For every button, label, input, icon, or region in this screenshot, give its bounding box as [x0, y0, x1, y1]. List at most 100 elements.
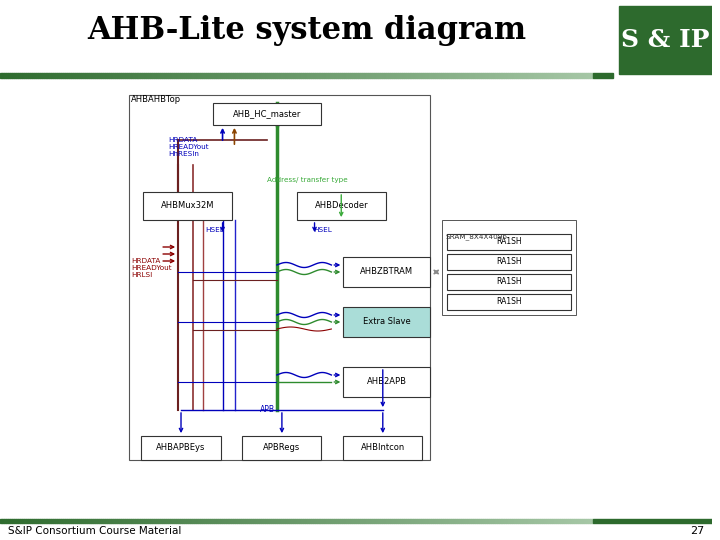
- Bar: [119, 519, 121, 523]
- Bar: [477, 73, 479, 78]
- Bar: [66, 73, 67, 78]
- Bar: [410, 73, 411, 78]
- Bar: [253, 519, 255, 523]
- Bar: [482, 519, 485, 523]
- Bar: [544, 519, 546, 523]
- Bar: [352, 73, 354, 78]
- Bar: [129, 95, 431, 460]
- Bar: [285, 73, 287, 78]
- Bar: [333, 519, 334, 523]
- Bar: [544, 73, 546, 78]
- Bar: [400, 73, 402, 78]
- Bar: [566, 73, 568, 78]
- Bar: [161, 73, 162, 78]
- Text: AHBDecoder: AHBDecoder: [315, 201, 368, 211]
- Bar: [176, 73, 178, 78]
- Bar: [530, 73, 532, 78]
- Bar: [135, 519, 137, 523]
- Bar: [235, 73, 238, 78]
- Bar: [63, 73, 66, 78]
- Bar: [343, 367, 431, 397]
- Bar: [503, 73, 505, 78]
- Bar: [125, 73, 127, 78]
- Bar: [148, 519, 150, 523]
- Bar: [71, 73, 73, 78]
- Bar: [481, 73, 482, 78]
- Bar: [498, 73, 500, 78]
- Bar: [514, 73, 516, 78]
- Bar: [388, 519, 390, 523]
- Bar: [119, 73, 121, 78]
- Bar: [577, 73, 580, 78]
- Text: AHB2APB: AHB2APB: [366, 377, 407, 387]
- Bar: [325, 73, 326, 78]
- Bar: [449, 73, 451, 78]
- Bar: [510, 73, 513, 78]
- Bar: [42, 73, 43, 78]
- Bar: [439, 73, 441, 78]
- Bar: [554, 519, 556, 523]
- Bar: [336, 519, 338, 523]
- Text: HRDATA: HRDATA: [132, 258, 161, 264]
- Bar: [178, 73, 180, 78]
- Bar: [103, 519, 105, 523]
- Bar: [130, 73, 132, 78]
- Bar: [566, 519, 568, 523]
- Bar: [200, 73, 202, 78]
- Bar: [568, 519, 570, 523]
- Bar: [10, 73, 12, 78]
- Bar: [212, 73, 214, 78]
- Bar: [431, 519, 433, 523]
- Bar: [174, 519, 176, 523]
- Bar: [239, 519, 241, 523]
- Bar: [121, 73, 122, 78]
- Bar: [71, 519, 73, 523]
- Bar: [310, 519, 312, 523]
- Bar: [338, 519, 341, 523]
- Bar: [348, 73, 350, 78]
- Bar: [536, 73, 538, 78]
- Bar: [534, 73, 536, 78]
- Bar: [568, 73, 570, 78]
- Bar: [222, 73, 223, 78]
- Bar: [14, 519, 16, 523]
- Bar: [400, 519, 402, 523]
- Bar: [538, 519, 540, 523]
- Bar: [540, 73, 542, 78]
- Bar: [4, 73, 6, 78]
- Bar: [378, 73, 380, 78]
- Bar: [445, 73, 447, 78]
- Bar: [556, 519, 558, 523]
- Bar: [330, 73, 333, 78]
- Bar: [58, 73, 59, 78]
- Bar: [344, 519, 346, 523]
- Bar: [528, 519, 530, 523]
- Bar: [146, 519, 148, 523]
- Bar: [161, 519, 162, 523]
- Bar: [556, 73, 558, 78]
- Bar: [217, 73, 220, 78]
- Bar: [114, 519, 117, 523]
- Bar: [271, 73, 273, 78]
- Bar: [390, 73, 392, 78]
- Bar: [372, 73, 374, 78]
- Bar: [526, 519, 528, 523]
- Bar: [530, 519, 532, 523]
- Bar: [146, 73, 148, 78]
- Bar: [18, 73, 19, 78]
- Bar: [228, 519, 230, 523]
- Bar: [443, 73, 445, 78]
- Bar: [89, 73, 91, 78]
- Bar: [498, 519, 500, 523]
- Bar: [122, 519, 125, 523]
- Bar: [188, 73, 190, 78]
- Bar: [22, 73, 24, 78]
- Bar: [153, 519, 154, 523]
- Bar: [143, 192, 233, 220]
- Bar: [370, 519, 372, 523]
- Bar: [461, 519, 463, 523]
- Bar: [30, 73, 32, 78]
- Bar: [26, 519, 27, 523]
- Bar: [396, 73, 397, 78]
- Bar: [172, 73, 174, 78]
